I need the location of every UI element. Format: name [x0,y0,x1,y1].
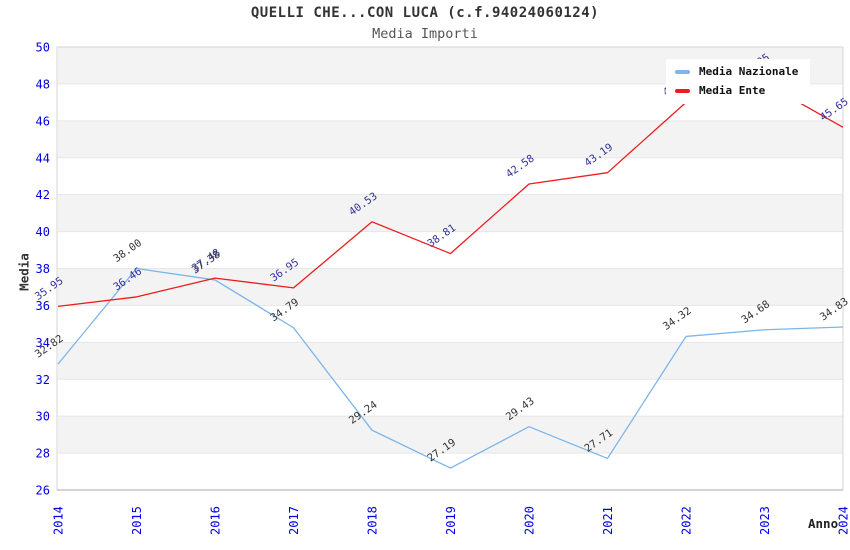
x-tick-label: 2019 [444,506,458,535]
y-tick-label: 50 [36,41,50,55]
y-tick-label: 30 [36,410,50,424]
legend-item-media-nazionale[interactable]: Media Nazionale [675,65,798,78]
y-tick-label: 40 [36,225,50,239]
y-tick-label: 46 [36,114,50,128]
plot-band [58,268,843,306]
series-line-media-nazionale [57,267,844,469]
data-label: 38.00 [111,237,144,265]
chart-title: QUELLI CHE...CON LUCA (c.f.94024060124) [250,5,600,21]
plot-band [58,120,843,158]
y-tick-label: 26 [36,484,50,498]
y-axis-title: Media [16,253,32,291]
y-tick-label: 28 [36,447,50,461]
x-tick-label: 2017 [287,506,301,535]
legend-line-icon [675,88,690,93]
y-tick-label: 44 [36,151,50,165]
y-tick-label: 36 [36,299,50,313]
y-tick-label: 48 [36,77,50,91]
legend-label: Media Ente [699,84,766,97]
legend-label: Media Nazionale [699,65,799,78]
y-tick-label: 42 [36,188,50,202]
legend-item-media-ente[interactable]: Media Ente [675,84,798,97]
chart-subtitle: Media Importi [372,26,478,42]
x-tick-label: 2014 [52,506,66,535]
plot-band [58,342,843,380]
data-label: 45.65 [818,96,850,124]
x-tick-label: 2018 [366,506,380,535]
x-tick-label: 2020 [523,506,537,535]
x-tick-label: 2022 [680,506,694,535]
x-tick-label: 2021 [601,506,615,535]
legend-line-icon [675,69,690,74]
legend: Media Nazionale Media Ente [666,59,811,104]
x-tick-label: 2023 [758,506,772,535]
x-tick-label: 2015 [130,506,144,535]
y-tick-label: 34 [36,336,50,350]
x-axis-title: Anno [808,516,839,531]
x-tick-label: 2024 [837,506,850,535]
y-tick-label: 38 [36,262,50,276]
data-label: 34.32 [661,305,694,333]
y-tick-label: 32 [36,373,50,387]
x-tick-label: 2016 [209,506,223,535]
plot-band [58,194,843,232]
plot-band [58,416,843,454]
